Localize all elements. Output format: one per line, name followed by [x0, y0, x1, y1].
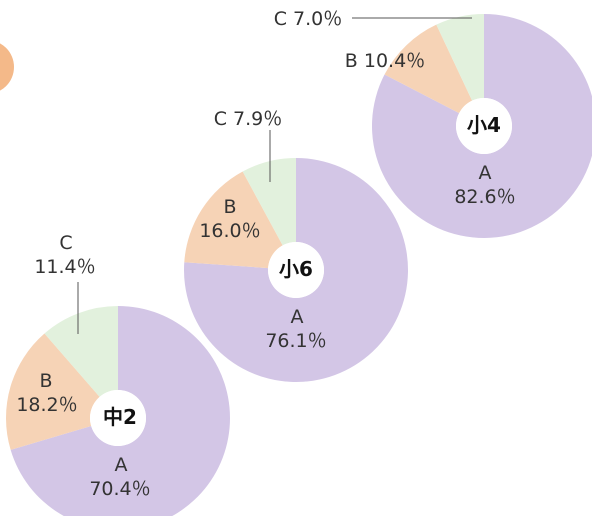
slice-label-c-sho4: C 7.0％: [273, 8, 343, 30]
donut-center-label-sho4: 小4: [467, 113, 501, 137]
donut-slice-c-chu2: [44, 306, 118, 397]
slice-value-a-chu2: 70.4％: [89, 478, 151, 500]
donut-slice-a-sho4: [372, 14, 592, 238]
donut-center-label-chu2: 中2: [103, 405, 137, 429]
donut-slice-a-chu2: [10, 306, 230, 516]
donut-slice-b-sho4: [384, 24, 473, 114]
slice-value-b-sho6: 16.0％: [199, 220, 261, 242]
slice-label-a-sho4: A: [478, 162, 492, 184]
slice-label-c-sho6: C 7.9％: [213, 108, 283, 130]
donut-center-label-sho6: 小6: [279, 257, 313, 281]
slice-label-b-chu2: B: [39, 370, 53, 392]
slice-value-a-sho4: 82.6％: [454, 186, 516, 208]
donut-slice-c-sho6: [242, 158, 296, 246]
slice-label-c-chu2: C: [59, 232, 73, 254]
slice-label-b-sho4: B 10.4％: [344, 50, 426, 72]
donut-slice-b-chu2: [5, 333, 100, 450]
slice-value-c-chu2: 11.4％: [34, 256, 96, 278]
donut-hole-chu2: [90, 390, 146, 446]
donut-hole-sho4: [456, 98, 512, 154]
slice-label-a-sho6: A: [290, 306, 304, 328]
donut-slice-a-sho6: [184, 158, 408, 383]
donut-slice-b-sho6: [184, 171, 283, 269]
slice-label-b-sho6: B: [223, 196, 237, 218]
donut-hole-sho6: [268, 242, 324, 298]
donut-slice-c-sho4: [436, 14, 484, 101]
slice-label-a-chu2: A: [114, 454, 128, 476]
slice-value-a-sho6: 76.1％: [265, 330, 327, 352]
slice-value-b-chu2: 18.2％: [16, 394, 78, 416]
